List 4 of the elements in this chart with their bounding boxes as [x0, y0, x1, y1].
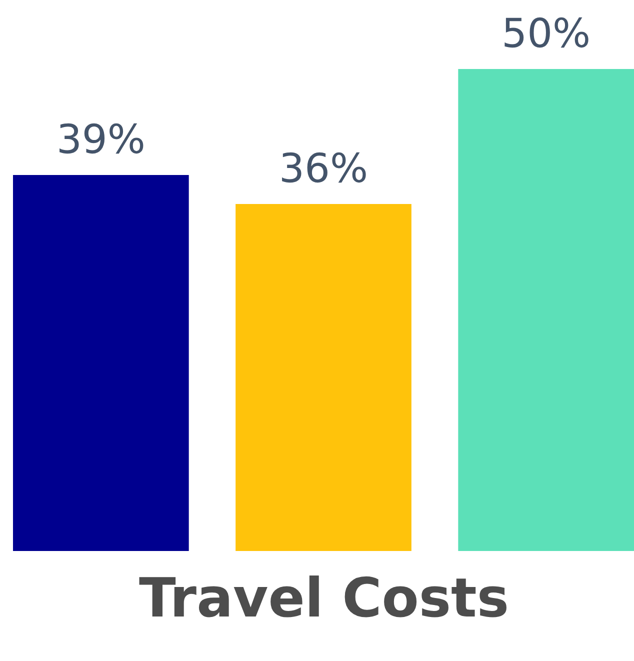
x-axis-title: Travel Costs [139, 566, 509, 630]
data-label: 50% [502, 11, 591, 57]
data-label: 39% [56, 117, 146, 164]
data-label: 36% [279, 146, 368, 192]
